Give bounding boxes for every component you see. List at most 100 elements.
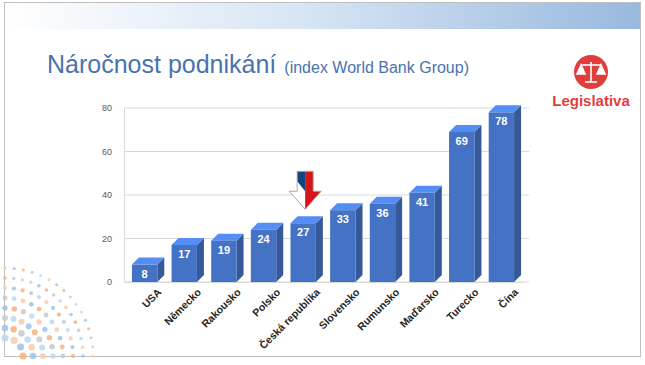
data-label: 78	[495, 115, 507, 127]
x-tick-label: Polsko	[250, 286, 283, 319]
decor-dot	[32, 329, 38, 335]
bar-top	[489, 105, 521, 112]
decor-dot	[71, 354, 75, 358]
decor-dot	[50, 320, 55, 325]
decor-dot	[90, 336, 93, 339]
decor-dot	[50, 353, 55, 358]
grid	[124, 108, 529, 282]
data-labels: 8171924273336416978	[142, 115, 508, 279]
decor-dot	[58, 299, 62, 303]
decor-dot	[84, 319, 87, 322]
decor-dot	[69, 296, 72, 299]
bar	[489, 112, 514, 282]
decor-dot	[64, 306, 68, 310]
decor-dot	[20, 288, 24, 292]
bar-3d	[290, 216, 322, 282]
decor-dot	[29, 281, 33, 285]
decor-dot	[36, 319, 41, 324]
data-label: 69	[456, 135, 468, 147]
decor-dot	[60, 345, 65, 350]
decor-dot	[61, 354, 66, 359]
bar-side	[356, 203, 363, 282]
bar-3d	[330, 203, 362, 282]
x-tick: Rakousko	[199, 282, 243, 330]
x-tick-label: Rakousko	[199, 286, 243, 330]
decor-dot	[54, 327, 59, 332]
bar-top	[172, 238, 204, 245]
data-label: 33	[337, 213, 349, 225]
y-tick-label: 0	[107, 277, 112, 287]
bar	[449, 132, 474, 282]
decor-dot	[42, 327, 47, 332]
decor-dot	[39, 274, 42, 277]
y-tick: 80	[102, 103, 124, 113]
bar-side	[276, 223, 283, 282]
grid-line	[124, 108, 529, 109]
decor-dot	[12, 306, 17, 311]
decor-dot	[55, 283, 58, 286]
bar	[172, 245, 197, 282]
y-axis-line	[124, 109, 125, 283]
y-tick-label: 40	[102, 190, 112, 200]
y-tick-label: 20	[102, 234, 112, 244]
decor-dot	[49, 344, 54, 349]
decor-dot	[73, 320, 77, 324]
decor-dot	[45, 288, 49, 292]
decor-dot	[39, 345, 45, 351]
data-label: 27	[297, 226, 309, 238]
decor-dot	[24, 336, 31, 343]
x-tick: Rumunsko	[355, 282, 402, 333]
decor-dot	[40, 353, 46, 359]
decor-dot	[12, 286, 16, 290]
decor-dot	[13, 267, 16, 270]
decor-dot	[10, 326, 17, 333]
decor-dot	[30, 353, 37, 360]
bar-side	[316, 216, 323, 282]
decor-dot	[62, 289, 65, 292]
x-tick-label: USA	[139, 285, 163, 309]
decor-dot	[19, 352, 26, 359]
decor-dot	[77, 328, 81, 332]
decor-dot	[17, 343, 24, 350]
decor-dot	[91, 345, 94, 348]
decor-dot	[18, 319, 24, 325]
decor-dot	[81, 345, 85, 349]
decor-dot	[70, 345, 74, 349]
data-label: 8	[142, 268, 148, 280]
decor-dot	[57, 313, 61, 317]
decor-dot	[28, 344, 35, 351]
decor-dot	[26, 323, 32, 329]
bar-side	[237, 234, 244, 282]
y-tick: 0	[107, 277, 124, 287]
decor-dot	[37, 284, 41, 288]
bar	[409, 193, 434, 282]
bar-top	[251, 223, 283, 230]
x-tick-label: Česká republika	[257, 286, 323, 352]
decor-dot	[79, 337, 83, 341]
slide: Náročnost podnikání(index World Bank Gro…	[0, 0, 645, 365]
bar	[211, 241, 236, 282]
y-tick: 20	[102, 234, 124, 244]
bar-3d	[211, 234, 243, 282]
decor-dot	[3, 296, 8, 301]
decor-dot	[47, 335, 52, 340]
decor-dot	[1, 334, 8, 341]
decor-dot	[29, 313, 34, 318]
bar-top	[409, 186, 441, 193]
bar-3d	[370, 197, 402, 282]
decor-dot	[37, 307, 42, 312]
bar	[132, 265, 157, 282]
decor-dot	[31, 271, 34, 274]
data-label: 17	[178, 248, 190, 260]
decor-dot	[10, 337, 17, 344]
decor-dot	[69, 336, 73, 340]
bar-top	[290, 216, 322, 223]
decor-dot	[75, 303, 78, 306]
x-tick-label: Německo	[162, 286, 204, 328]
decor-dot	[21, 278, 25, 282]
data-label: 41	[416, 196, 428, 208]
decor-dot	[12, 277, 16, 281]
x-tick: Maďarsko	[397, 282, 441, 330]
header-band	[5, 3, 640, 29]
decor-dot	[10, 316, 16, 322]
